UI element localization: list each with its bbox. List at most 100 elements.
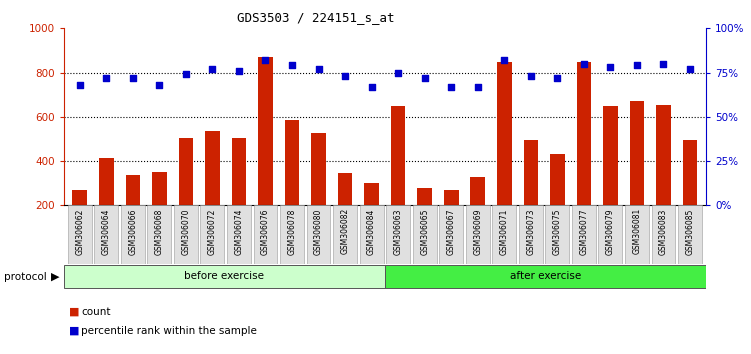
Text: GSM306081: GSM306081 bbox=[632, 208, 641, 255]
Point bbox=[366, 84, 378, 90]
FancyBboxPatch shape bbox=[360, 205, 384, 264]
Point bbox=[339, 73, 351, 79]
FancyBboxPatch shape bbox=[439, 205, 463, 264]
Bar bbox=[364, 183, 379, 250]
Text: GSM306064: GSM306064 bbox=[102, 208, 111, 255]
Point bbox=[445, 84, 457, 90]
FancyBboxPatch shape bbox=[227, 205, 251, 264]
Bar bbox=[231, 138, 246, 250]
FancyBboxPatch shape bbox=[201, 205, 225, 264]
FancyBboxPatch shape bbox=[306, 205, 330, 264]
Bar bbox=[152, 172, 167, 250]
Bar bbox=[470, 177, 485, 250]
FancyBboxPatch shape bbox=[64, 265, 385, 288]
Bar bbox=[311, 133, 326, 250]
Bar bbox=[125, 176, 140, 250]
Text: GSM306080: GSM306080 bbox=[314, 208, 323, 255]
Text: GSM306072: GSM306072 bbox=[208, 208, 217, 255]
FancyBboxPatch shape bbox=[174, 205, 198, 264]
Point bbox=[631, 63, 643, 68]
Point bbox=[260, 57, 272, 63]
Bar bbox=[683, 140, 698, 250]
Point bbox=[392, 70, 404, 75]
Point bbox=[551, 75, 563, 81]
FancyBboxPatch shape bbox=[121, 205, 145, 264]
Text: percentile rank within the sample: percentile rank within the sample bbox=[81, 326, 257, 336]
Text: GSM306068: GSM306068 bbox=[155, 208, 164, 255]
Bar bbox=[391, 106, 406, 250]
FancyBboxPatch shape bbox=[572, 205, 596, 264]
Point bbox=[101, 75, 113, 81]
Point bbox=[525, 73, 537, 79]
Text: GSM306063: GSM306063 bbox=[394, 208, 403, 255]
Point bbox=[127, 75, 139, 81]
Text: GSM306077: GSM306077 bbox=[579, 208, 588, 255]
Text: GSM306071: GSM306071 bbox=[499, 208, 508, 255]
Text: GSM306066: GSM306066 bbox=[128, 208, 137, 255]
Point bbox=[657, 61, 669, 67]
Text: protocol: protocol bbox=[4, 272, 47, 282]
FancyBboxPatch shape bbox=[466, 205, 490, 264]
Text: GDS3503 / 224151_s_at: GDS3503 / 224151_s_at bbox=[237, 11, 394, 24]
Text: GSM306074: GSM306074 bbox=[234, 208, 243, 255]
Point bbox=[578, 61, 590, 67]
FancyBboxPatch shape bbox=[493, 205, 516, 264]
FancyBboxPatch shape bbox=[280, 205, 304, 264]
Text: GSM306075: GSM306075 bbox=[553, 208, 562, 255]
FancyBboxPatch shape bbox=[147, 205, 171, 264]
FancyBboxPatch shape bbox=[254, 205, 277, 264]
Bar bbox=[497, 62, 511, 250]
Bar bbox=[629, 101, 644, 250]
Bar bbox=[258, 57, 273, 250]
Bar bbox=[444, 190, 459, 250]
Text: GSM306084: GSM306084 bbox=[367, 208, 376, 255]
Text: GSM306085: GSM306085 bbox=[686, 208, 695, 255]
Point bbox=[312, 66, 324, 72]
FancyBboxPatch shape bbox=[625, 205, 649, 264]
Text: GSM306073: GSM306073 bbox=[526, 208, 535, 255]
FancyBboxPatch shape bbox=[386, 205, 410, 264]
Bar bbox=[577, 62, 591, 250]
Bar bbox=[338, 173, 352, 250]
Text: GSM306082: GSM306082 bbox=[341, 208, 349, 255]
Point bbox=[180, 72, 192, 77]
Point bbox=[472, 84, 484, 90]
Point bbox=[286, 63, 298, 68]
Text: after exercise: after exercise bbox=[510, 272, 581, 281]
Bar bbox=[72, 190, 87, 250]
Bar bbox=[179, 138, 193, 250]
Point bbox=[684, 66, 696, 72]
Bar bbox=[523, 140, 538, 250]
Text: GSM306065: GSM306065 bbox=[421, 208, 429, 255]
Bar bbox=[99, 158, 113, 250]
FancyBboxPatch shape bbox=[652, 205, 675, 264]
Text: GSM306069: GSM306069 bbox=[473, 208, 482, 255]
Text: count: count bbox=[81, 307, 110, 316]
Point bbox=[153, 82, 165, 88]
Text: GSM306062: GSM306062 bbox=[75, 208, 84, 255]
Bar bbox=[603, 106, 618, 250]
Text: GSM306076: GSM306076 bbox=[261, 208, 270, 255]
Text: ■: ■ bbox=[69, 326, 80, 336]
FancyBboxPatch shape bbox=[68, 205, 92, 264]
FancyBboxPatch shape bbox=[385, 265, 706, 288]
FancyBboxPatch shape bbox=[678, 205, 702, 264]
FancyBboxPatch shape bbox=[95, 205, 118, 264]
Point bbox=[74, 82, 86, 88]
Text: ■: ■ bbox=[69, 307, 80, 316]
Bar bbox=[285, 120, 300, 250]
Text: GSM306083: GSM306083 bbox=[659, 208, 668, 255]
Point bbox=[605, 64, 617, 70]
FancyBboxPatch shape bbox=[545, 205, 569, 264]
Bar bbox=[550, 154, 565, 250]
Point bbox=[233, 68, 245, 74]
Text: GSM306078: GSM306078 bbox=[288, 208, 297, 255]
Point bbox=[498, 57, 510, 63]
Text: GSM306070: GSM306070 bbox=[182, 208, 191, 255]
Text: GSM306079: GSM306079 bbox=[606, 208, 615, 255]
Text: GSM306067: GSM306067 bbox=[447, 208, 456, 255]
FancyBboxPatch shape bbox=[519, 205, 543, 264]
Bar bbox=[205, 131, 220, 250]
Point bbox=[207, 66, 219, 72]
Point bbox=[418, 75, 430, 81]
